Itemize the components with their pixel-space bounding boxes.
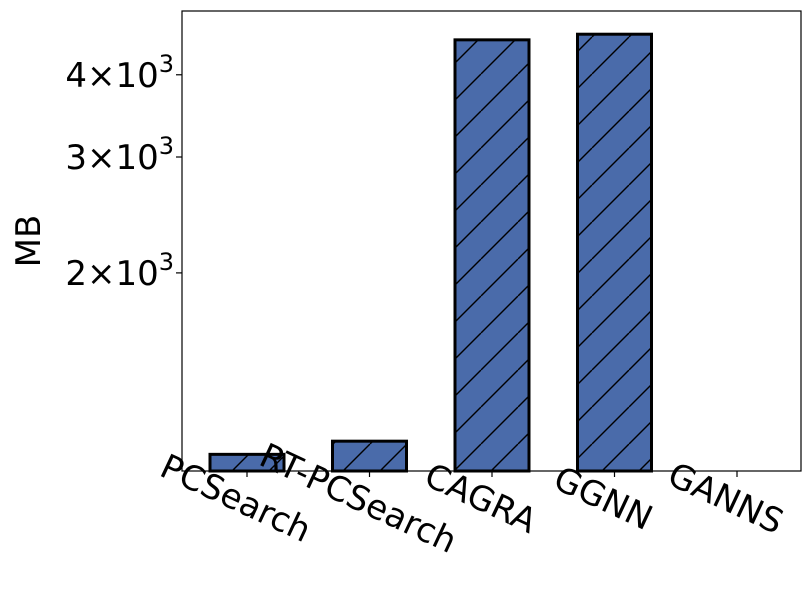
- y-tick-label: 3×103: [65, 132, 174, 178]
- bar-hatch-ggnn: [576, 32, 653, 473]
- y-tick-label: 4×103: [65, 50, 174, 96]
- y-tick-label: 2×103: [65, 248, 174, 294]
- bar-hatch-rt-pcsearch: [331, 439, 408, 473]
- bar-hatch-cagra: [453, 38, 531, 473]
- bars-layer: [208, 32, 653, 473]
- y-axis-ticks: 2×103 3×103 4×103: [65, 50, 182, 294]
- y-axis-label: MB: [9, 215, 49, 268]
- x-tick-label: GANNS: [662, 455, 790, 543]
- plot-frame: [181, 10, 802, 472]
